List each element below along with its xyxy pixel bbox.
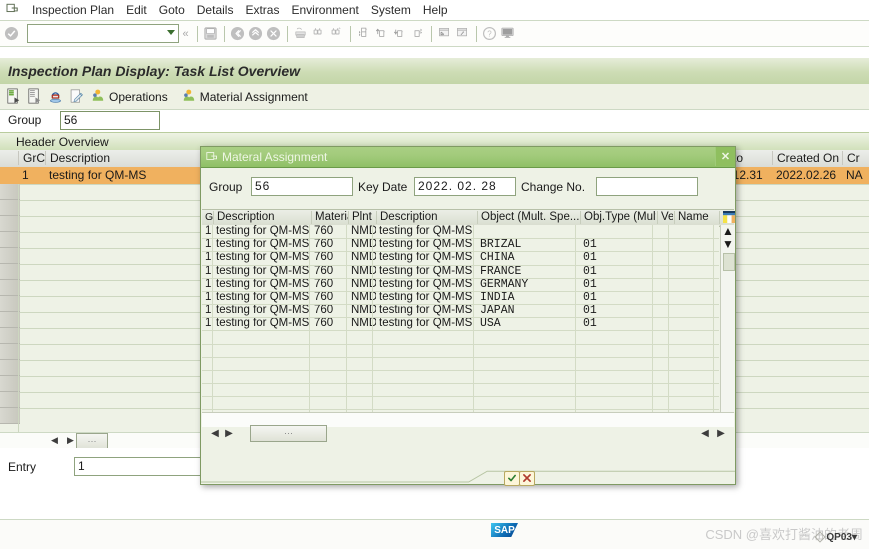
svg-text:?: ?	[487, 29, 492, 38]
